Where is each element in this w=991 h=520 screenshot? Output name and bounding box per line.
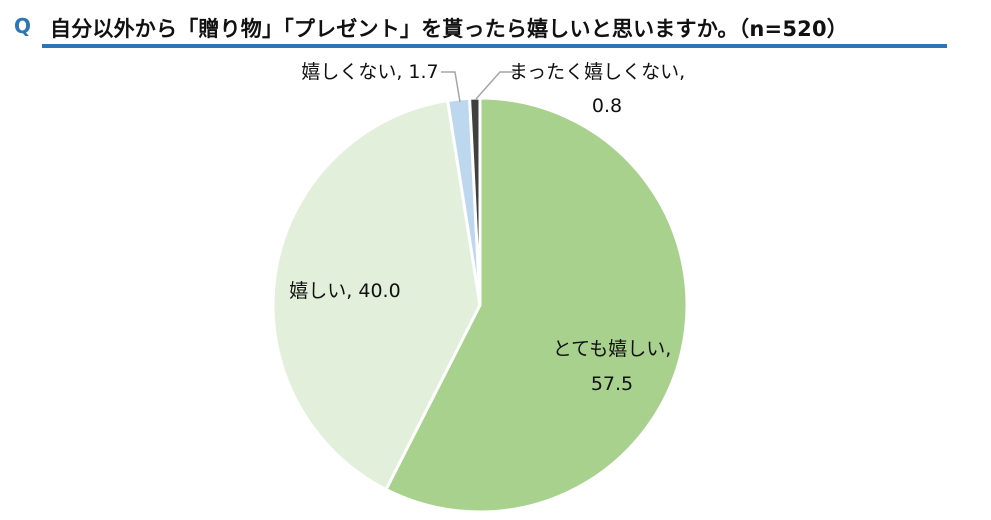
- slice-label-1-2: 57.5: [591, 373, 633, 395]
- leader-line-3: [441, 71, 461, 103]
- slice-label-3-1: 嬉しくない, 1.7: [301, 61, 438, 83]
- pie-slice-2: [271, 99, 482, 491]
- chart-title: 自分以外から「贈り物」「プレゼント」を貰ったら嬉しいと思いますか。（n=520）: [50, 17, 848, 41]
- pie-slice-4: [468, 96, 482, 307]
- slice-label-1-1: とても嬉しい,: [553, 338, 672, 360]
- slice-labels: とても嬉しい, 57.5 嬉しい, 40.0 嬉しくない, 1.7 まったく嬉しくない,…: [289, 61, 685, 395]
- chart-header: Q 自分以外から「贈り物」「プレゼント」を貰ったら嬉しいと思いますか。（n=52…: [14, 8, 947, 48]
- title-underline: [42, 44, 947, 48]
- slice-label-4-1: まったく嬉しくない,: [509, 61, 685, 83]
- leader-line-4: [475, 71, 516, 100]
- slice-label-4-2: 0.8: [592, 95, 622, 117]
- pie-slices: [271, 96, 689, 514]
- slice-label-2-1: 嬉しい, 40.0: [289, 280, 400, 302]
- question-marker: Q: [14, 14, 32, 38]
- pie-slice-1: [384, 96, 689, 514]
- leader-lines: [441, 71, 516, 103]
